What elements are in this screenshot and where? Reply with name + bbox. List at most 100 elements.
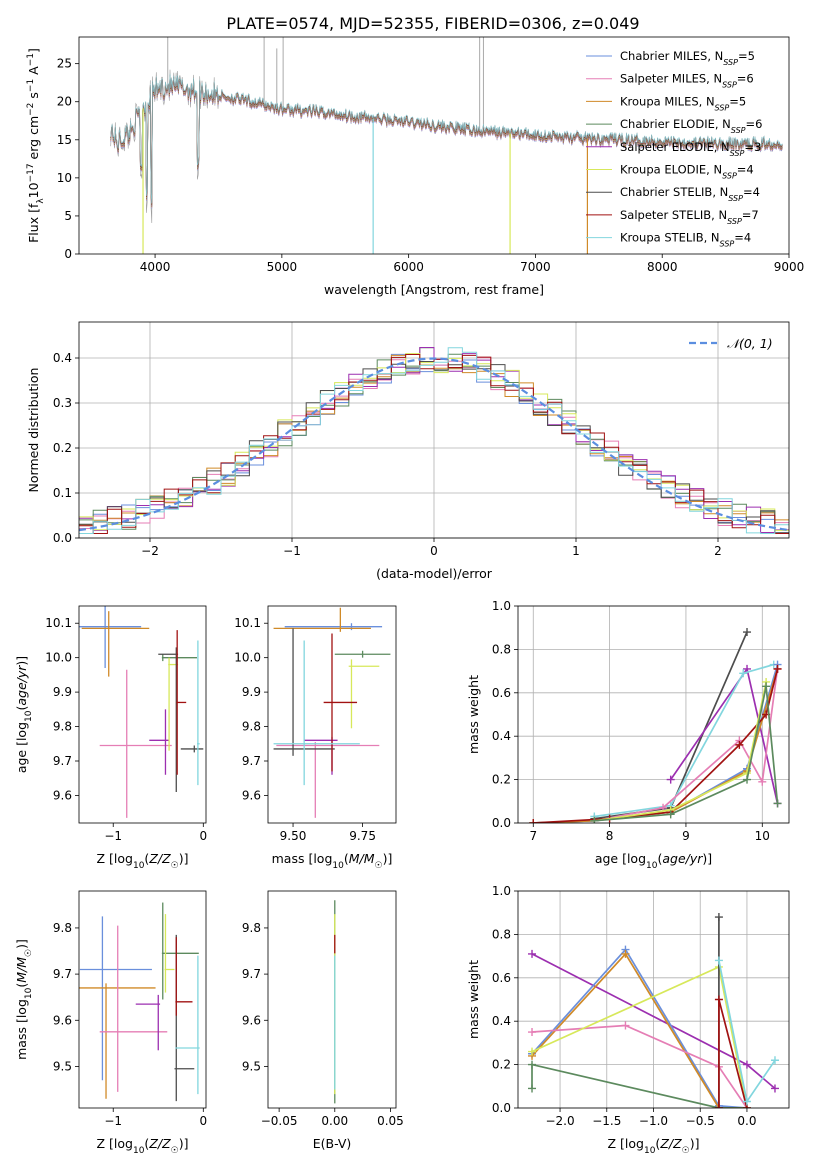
x-tick-label: 6000	[393, 260, 424, 274]
y-tick-label: 0.4	[492, 729, 511, 743]
x-tick-label: 10	[755, 829, 770, 843]
plus-marker	[758, 777, 767, 786]
plus-marker	[528, 1060, 537, 1069]
x-tick-label: −1	[283, 544, 301, 558]
x-tick-label: 0.0	[737, 1114, 756, 1128]
data-point	[135, 994, 161, 1051]
data-point	[79, 916, 152, 1081]
y-tick-label: 10	[57, 171, 72, 185]
legend-label: Kroupa STELIB, NSSP=4	[620, 231, 751, 249]
y-tick-label: 15	[57, 133, 72, 147]
plus-marker	[714, 956, 723, 965]
data-point	[276, 742, 380, 818]
series-line	[594, 663, 774, 818]
axes-frame	[78, 890, 207, 1109]
y-tick-label: 9.6	[53, 788, 72, 802]
x-tick-label: 8	[606, 829, 614, 843]
y-axis-label: mass weight	[466, 675, 481, 754]
plus-marker	[590, 816, 599, 823]
y-tick-label: 1.0	[492, 599, 511, 613]
x-tick-label: −2.0	[545, 1114, 574, 1128]
plot-area	[273, 607, 391, 818]
y-tick-label: 0.4	[492, 1014, 511, 1028]
plot-area	[79, 606, 204, 818]
y-tick-label: 0.4	[53, 351, 72, 365]
y-tick-label: 10.0	[45, 651, 72, 665]
series-line	[531, 1063, 747, 1108]
y-tick-label: 0.8	[492, 927, 511, 941]
plus-marker	[742, 1097, 751, 1106]
series-line	[531, 965, 748, 1108]
y-tick-label: 9.6	[242, 1013, 261, 1027]
plus-marker	[762, 682, 771, 691]
axes-frame	[78, 605, 207, 824]
plot-area	[528, 913, 779, 1108]
x-tick-label: 9.50	[280, 829, 307, 843]
legend-label: Salpeter ELODIE, NSSP=3	[620, 140, 761, 158]
x-tick-label: 0.05	[377, 1114, 404, 1128]
data-point	[149, 709, 170, 775]
x-axis-label: wavelength [Angstrom, rest frame]	[324, 282, 544, 297]
x-tick-label: 7	[529, 829, 537, 843]
y-axis-label: mass [log10(M/M☉)]	[14, 939, 34, 1060]
axes-frame	[267, 605, 397, 824]
y-axis-label: mass weight	[466, 960, 481, 1039]
y-tick-label: 0.0	[492, 816, 511, 830]
y-tick-label: 9.5	[53, 1059, 72, 1073]
x-axis-label: Z [log10(Z/Z☉)]	[97, 851, 189, 871]
y-tick-label: 0.2	[492, 1058, 511, 1072]
y-tick-label: 25	[57, 57, 72, 71]
data-point	[81, 611, 150, 677]
x-axis-label: E(B-V)	[313, 1136, 352, 1151]
y-tick-label: 0.0	[53, 531, 72, 545]
legend-label: Kroupa ELODIE, NSSP=4	[620, 163, 754, 181]
figure-title: PLATE=0574, MJD=52355, FIBERID=0306, z=0…	[226, 14, 639, 33]
data-point	[175, 937, 193, 1016]
plus-marker	[773, 664, 782, 673]
plus-marker	[714, 995, 723, 1004]
series-kroupa-miles	[529, 664, 782, 823]
plus-marker	[666, 775, 675, 784]
x-axis-label: Z [log10(Z/Z☉)]	[608, 1136, 700, 1156]
panel-weight_vs_age: 7 8 9 10 0.0 0.2 0.4 0.6 0.8 1.0 age [log10(age/yr…	[466, 599, 790, 871]
data-point	[174, 934, 195, 1102]
plus-marker	[773, 799, 782, 808]
panel-weight_vs_Z: −2.0 −1.5 −1.0 −0.5 0.0 0.0 0.2 0.4 0.6 0.8 1.0 Z […	[466, 884, 790, 1156]
x-tick-label: −1.0	[639, 1114, 668, 1128]
data-point	[175, 955, 200, 1095]
data-point	[99, 925, 168, 1092]
y-tick-label: 10.1	[234, 616, 261, 630]
y-tick-label: 9.7	[53, 967, 72, 981]
y-tick-label: 9.8	[242, 720, 261, 734]
y-tick-label: 9.9	[242, 685, 261, 699]
y-tick-label: 0.2	[492, 773, 511, 787]
plus-marker	[743, 628, 752, 637]
x-tick-label: −2	[141, 544, 159, 558]
y-tick-label: 0.1	[53, 486, 72, 500]
data-point	[323, 633, 358, 772]
x-tick-label: 9	[682, 829, 690, 843]
legend-label: Chabrier STELIB, NSSP=4	[620, 185, 760, 203]
plus-marker	[735, 740, 744, 749]
plot-area	[79, 347, 789, 534]
axes-frame	[78, 321, 790, 539]
series-chabrier-elodie	[528, 1060, 751, 1108]
y-tick-label: 1.0	[492, 884, 511, 898]
legend-label: Chabrier ELODIE, NSSP=6	[620, 117, 762, 135]
panel-residual_histogram: −2 −1 0 1 2 0.0 0.1 0.2 0.3 0.4 (data-model)/error…	[26, 321, 790, 581]
series-line	[531, 1024, 748, 1108]
y-tick-label: 9.7	[53, 754, 72, 768]
panel-mass_vs_Z: −1 0 9.5 9.6 9.7 9.8 Z [log10(Z/Z☉)] mass [log1…	[14, 890, 207, 1156]
y-tick-label: 5	[64, 209, 72, 223]
x-tick-label: −0.5	[686, 1114, 715, 1128]
data-point	[158, 647, 179, 792]
axes-frame	[517, 890, 790, 1109]
y-axis-label: age [log10(age/yr)]	[14, 656, 34, 773]
plus-marker	[714, 913, 723, 922]
legend-label: Salpeter MILES, NSSP=6	[620, 72, 754, 90]
data-point	[99, 669, 172, 818]
y-axis-label: Normed distribution	[26, 368, 41, 493]
panel-age_vs_mass: 9.50 9.75 9.6 9.7 9.8 9.9 10.0 10.1 mass [log10(…	[234, 605, 397, 871]
x-tick-label: 9.75	[349, 829, 376, 843]
